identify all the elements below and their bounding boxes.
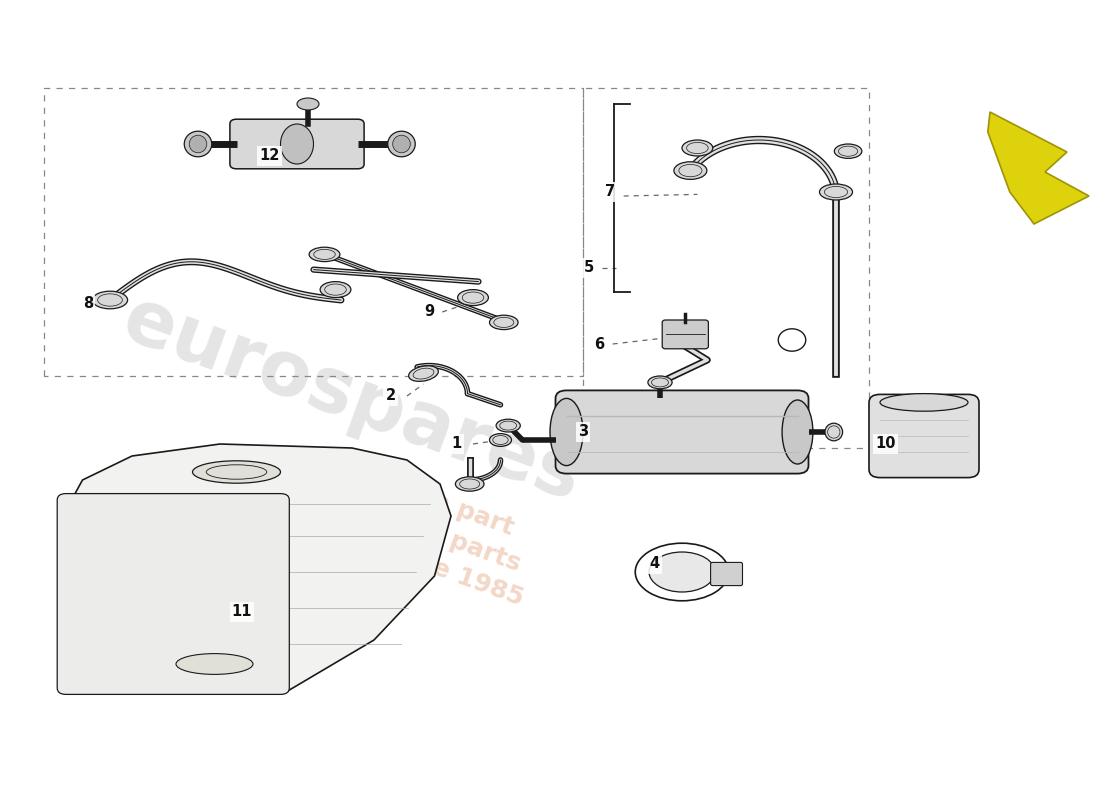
Text: 9: 9 <box>424 305 434 319</box>
Ellipse shape <box>309 247 340 262</box>
Ellipse shape <box>834 144 861 158</box>
FancyBboxPatch shape <box>57 494 289 694</box>
Polygon shape <box>988 112 1089 224</box>
Text: eurospares: eurospares <box>112 282 592 518</box>
Text: 6: 6 <box>594 337 605 351</box>
Ellipse shape <box>393 135 410 153</box>
Ellipse shape <box>648 376 672 389</box>
Ellipse shape <box>280 124 314 164</box>
Ellipse shape <box>320 282 351 298</box>
Ellipse shape <box>192 461 280 483</box>
Text: 11: 11 <box>232 605 252 619</box>
Ellipse shape <box>185 131 212 157</box>
Ellipse shape <box>682 140 713 156</box>
Ellipse shape <box>458 290 488 306</box>
Text: 2: 2 <box>385 389 396 403</box>
Ellipse shape <box>649 552 715 592</box>
Text: 5: 5 <box>583 261 594 275</box>
Ellipse shape <box>176 654 253 674</box>
Ellipse shape <box>782 400 813 464</box>
Ellipse shape <box>455 477 484 491</box>
Text: 4: 4 <box>649 557 660 571</box>
Ellipse shape <box>408 366 439 382</box>
Ellipse shape <box>880 394 968 411</box>
Ellipse shape <box>189 135 207 153</box>
Ellipse shape <box>674 162 707 179</box>
Text: 12: 12 <box>260 149 279 163</box>
Ellipse shape <box>490 434 512 446</box>
Text: 1: 1 <box>451 437 462 451</box>
FancyBboxPatch shape <box>662 320 708 349</box>
FancyBboxPatch shape <box>869 394 979 478</box>
Ellipse shape <box>550 398 583 466</box>
Polygon shape <box>60 444 451 692</box>
FancyBboxPatch shape <box>556 390 808 474</box>
Ellipse shape <box>297 98 319 110</box>
Text: 8: 8 <box>82 297 94 311</box>
FancyBboxPatch shape <box>711 562 742 586</box>
Ellipse shape <box>387 131 416 157</box>
Text: 3: 3 <box>578 425 588 439</box>
Ellipse shape <box>496 419 520 432</box>
Ellipse shape <box>825 423 843 441</box>
Text: 10: 10 <box>876 437 895 451</box>
Ellipse shape <box>820 184 852 200</box>
Ellipse shape <box>490 315 518 330</box>
Text: a part
for parts
since 1985: a part for parts since 1985 <box>376 477 548 611</box>
Ellipse shape <box>92 291 128 309</box>
Text: 7: 7 <box>605 185 616 199</box>
FancyBboxPatch shape <box>230 119 364 169</box>
